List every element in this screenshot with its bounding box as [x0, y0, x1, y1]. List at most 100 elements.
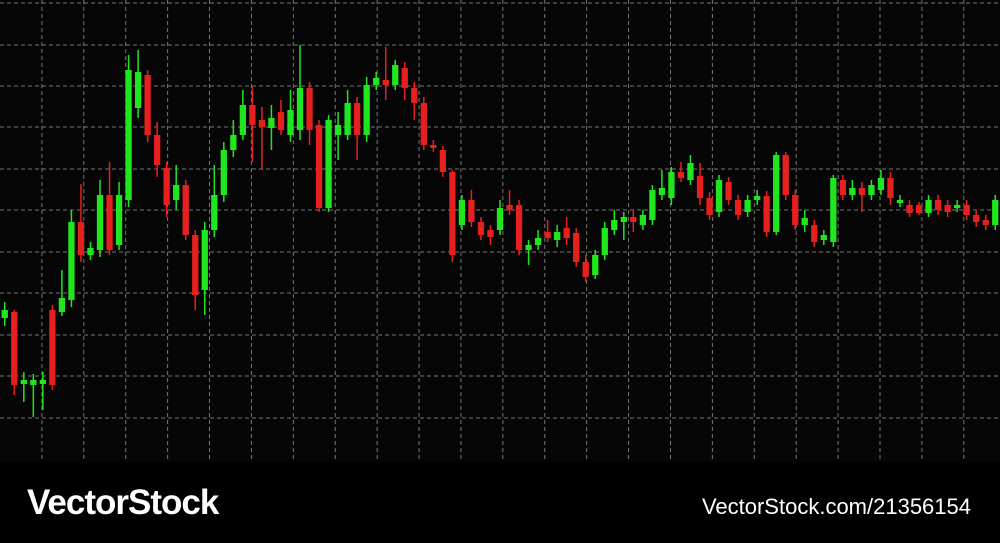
candle-body [49, 310, 56, 385]
candle-body [182, 185, 189, 235]
candle-body [611, 220, 618, 230]
candle-body [525, 245, 532, 250]
candle-body [592, 255, 599, 275]
candle-body [620, 217, 627, 222]
candle-body [706, 198, 713, 215]
candle-body [820, 235, 827, 240]
candle-body [325, 120, 332, 208]
candle-body [877, 178, 885, 190]
candle-body [658, 188, 666, 195]
candle-body [782, 155, 789, 195]
candle-body [734, 200, 742, 215]
candle-body [487, 230, 494, 237]
candle-body [601, 228, 608, 255]
candle-body [506, 205, 513, 210]
candles [1, 45, 999, 417]
candle-body [211, 195, 218, 230]
candle-body [554, 232, 561, 240]
candle-body [687, 163, 694, 180]
candle-body [77, 222, 85, 255]
candle-body [496, 208, 504, 230]
candle-body [792, 195, 799, 225]
candle-body [192, 235, 199, 295]
candle-body [754, 196, 761, 200]
candle-body [115, 195, 123, 245]
candle-body [249, 105, 256, 125]
candle-body [373, 78, 380, 85]
candle-body [649, 190, 656, 220]
candle-body [39, 380, 46, 384]
candle-body [973, 215, 980, 222]
candle-body [354, 103, 361, 135]
candle-body [830, 178, 837, 242]
candle-body [630, 217, 637, 222]
candle-body [915, 205, 923, 213]
candle-body [411, 88, 418, 103]
candle-body [258, 120, 266, 127]
candle-body [925, 200, 932, 213]
candle-body [430, 145, 437, 148]
candle-body [468, 200, 475, 222]
candle-body [68, 222, 75, 300]
candle-body [11, 312, 18, 385]
candle-body [944, 205, 951, 212]
candle-body [677, 172, 685, 178]
candle-body [296, 88, 304, 130]
candle-body [896, 200, 904, 203]
candle-body [106, 195, 113, 250]
candle-body [934, 200, 942, 210]
candle-body [334, 125, 342, 135]
candle-body [763, 196, 770, 232]
candle-body [382, 80, 389, 85]
candle-body [858, 188, 866, 195]
candle-body [220, 150, 227, 195]
candle-body [173, 185, 180, 200]
candle-body [87, 248, 94, 255]
candle-body [134, 72, 142, 108]
candle-body [344, 103, 351, 135]
candle-body [401, 68, 408, 88]
candle-body [563, 228, 570, 238]
candle-body [125, 70, 132, 200]
candle-body [287, 110, 294, 135]
candle-body [239, 105, 246, 135]
candle-body [315, 125, 323, 208]
candle-body [458, 200, 466, 225]
candle-body [573, 233, 580, 262]
brand-logo: VectorStock [27, 483, 220, 522]
candle-body [639, 215, 646, 225]
image-reference: VectorStock.com/21356154 [702, 494, 971, 519]
candle-body [582, 262, 589, 277]
candle-body [696, 176, 704, 198]
candle-body [96, 195, 104, 250]
candle-body [363, 85, 370, 135]
candle-body [277, 112, 285, 130]
candle-body [906, 205, 913, 213]
candle-body [801, 218, 808, 225]
candle-body [849, 188, 856, 195]
candle-body [306, 88, 313, 130]
candle-body [1, 310, 8, 318]
candle-body [477, 222, 485, 235]
candle-body [982, 220, 989, 225]
candle-body [811, 225, 818, 242]
candle-body [449, 172, 456, 255]
candle-body [30, 380, 37, 385]
candle-body [268, 118, 275, 128]
candle-body [963, 205, 970, 215]
candle-body [868, 185, 875, 195]
candle-body [439, 150, 446, 172]
candle-body [201, 230, 208, 290]
candle-body [668, 172, 675, 198]
candle-body [420, 103, 427, 145]
candle-body [144, 75, 151, 135]
candle-body [534, 238, 542, 245]
candle-body [744, 200, 751, 212]
candle-body [163, 168, 170, 205]
candle-body [954, 205, 961, 208]
candle-body [544, 232, 551, 238]
candle-body [154, 135, 161, 165]
candle-body [725, 182, 732, 200]
candle-body [839, 180, 846, 195]
